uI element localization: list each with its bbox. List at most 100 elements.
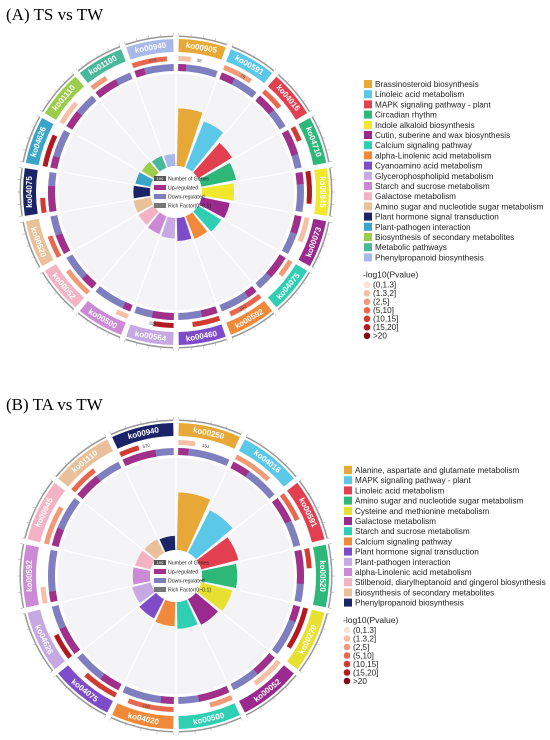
pvalue-swatch-3 (343, 652, 351, 659)
tick-mark (226, 724, 228, 727)
tick-mark (36, 267, 40, 270)
legend-label-1: Linoleic acid metabolism (375, 90, 464, 99)
up-regulated-bar (253, 653, 275, 675)
up-regulated-bar (255, 95, 275, 115)
key-box-value: 100 (157, 560, 164, 565)
legend-swatch-11 (344, 578, 352, 587)
pathway-sector-5: ko00052 (187, 592, 299, 719)
pathway-sector-6: ko00500 (176, 599, 243, 735)
gene-count-bar (71, 468, 97, 493)
gene-count-bar (178, 56, 192, 62)
tick-ring (231, 312, 275, 339)
tick-mark (322, 137, 326, 139)
rich-factor-bar (196, 582, 233, 611)
gene-count-bar (192, 315, 221, 327)
tick-ring (22, 221, 41, 268)
tick-mark (71, 71, 74, 75)
gene-count-bar (119, 445, 140, 457)
pathway-id-band (226, 49, 273, 84)
pathway-id-band (313, 544, 330, 608)
tick-mark (318, 256, 321, 259)
pathway-id-band (226, 300, 273, 335)
pvalue-bin-label-4: (10,15] (353, 660, 379, 669)
up-regulated-bar (151, 310, 174, 320)
gene-count-bar (53, 633, 73, 659)
gene-count-bar (84, 672, 118, 698)
up-regulated-bar (288, 605, 301, 622)
gene-count-bar (305, 170, 312, 204)
tick-mark (85, 60, 88, 64)
key-rich-factor-swatch (154, 587, 166, 592)
legend-swatch-2 (344, 486, 352, 495)
key-box-value: 100 (157, 176, 164, 181)
legend-label-17: Phenylpropanoid biosynthesis (375, 253, 484, 262)
pathway-id-band (112, 423, 174, 449)
tick-mark (323, 628, 326, 631)
pathway-id-band (79, 49, 126, 84)
gene-count-bar (286, 607, 309, 649)
pathway-id-band (112, 703, 174, 729)
rich-factor-bar (193, 205, 222, 232)
gene-count-label: 325 (149, 320, 158, 326)
gene-count-label: 670 (149, 57, 158, 63)
rich-factor-bar (187, 592, 218, 625)
pathway-id-band (287, 482, 325, 543)
pvalue-bin-label-0: (0,1.3] (373, 281, 396, 290)
pathway-id-label: ko04075 (25, 176, 34, 208)
down-regulated-bar (95, 286, 133, 312)
legend-label-2: MAPK signaling pathway - plant (375, 100, 491, 109)
tick-mark (296, 675, 299, 678)
legend-label-5: Galactose metabolism (355, 517, 436, 526)
up-regulated-bar (244, 286, 257, 298)
tick-ring (125, 35, 174, 46)
gene-count-bar (290, 126, 302, 142)
pathway-id-band (44, 76, 85, 120)
rich-factor-bar (159, 535, 176, 553)
tick-ring (125, 338, 174, 349)
pvalue-bin-label-6: >20 (373, 332, 387, 341)
up-regulated-bar (219, 72, 235, 85)
pathway-id-band (58, 665, 113, 713)
tick-mark (214, 343, 216, 346)
legend-label-1: MAPK signaling pathway - plant (355, 476, 471, 485)
tick-ring (327, 543, 333, 609)
pvalue-bin-label-6: >20 (353, 677, 367, 686)
legend-swatch-17 (364, 253, 372, 262)
tick-mark (26, 245, 30, 247)
tick-ring (178, 338, 227, 349)
tick-mark (303, 99, 306, 102)
pathway-sector-5: ko00073 (198, 196, 333, 270)
tick-mark (140, 728, 142, 732)
legend-swatch-3 (364, 110, 372, 119)
key-rich-factor-label: Rich Factor(0~0.1) (168, 587, 211, 593)
tick-mark (124, 425, 126, 428)
sector-divider (135, 219, 167, 304)
sector-divider (59, 196, 147, 214)
pathway-id-label: ko04016 (275, 83, 303, 113)
legend-label-4: Indole alkaloid biosynthesis (375, 121, 475, 130)
pvalue-bin-label-2: (2,5] (373, 298, 389, 307)
sector-divider (73, 132, 151, 178)
rich-factor-bar (163, 153, 176, 168)
pathway-sector-4: ko00945 (201, 167, 335, 217)
pvalue-swatch-1 (363, 290, 371, 297)
tick-mark (254, 327, 256, 330)
pvalue-bin-label-1: (1.3,2] (353, 634, 376, 643)
gene-count-bar (47, 235, 62, 258)
sector-divider (99, 214, 158, 283)
tick-ring (19, 167, 23, 217)
legend-swatch-4 (364, 120, 372, 129)
tick-mark (32, 643, 36, 646)
tick-mark (53, 474, 56, 477)
tick-ring (311, 116, 330, 163)
gene-count-bar (90, 75, 108, 91)
sector-divider (201, 132, 279, 178)
tick-ring (277, 271, 311, 311)
rich-factor-bar (133, 197, 154, 213)
pathway-id-band (178, 423, 240, 449)
tick-mark (22, 149, 26, 151)
tick-mark (254, 54, 256, 57)
